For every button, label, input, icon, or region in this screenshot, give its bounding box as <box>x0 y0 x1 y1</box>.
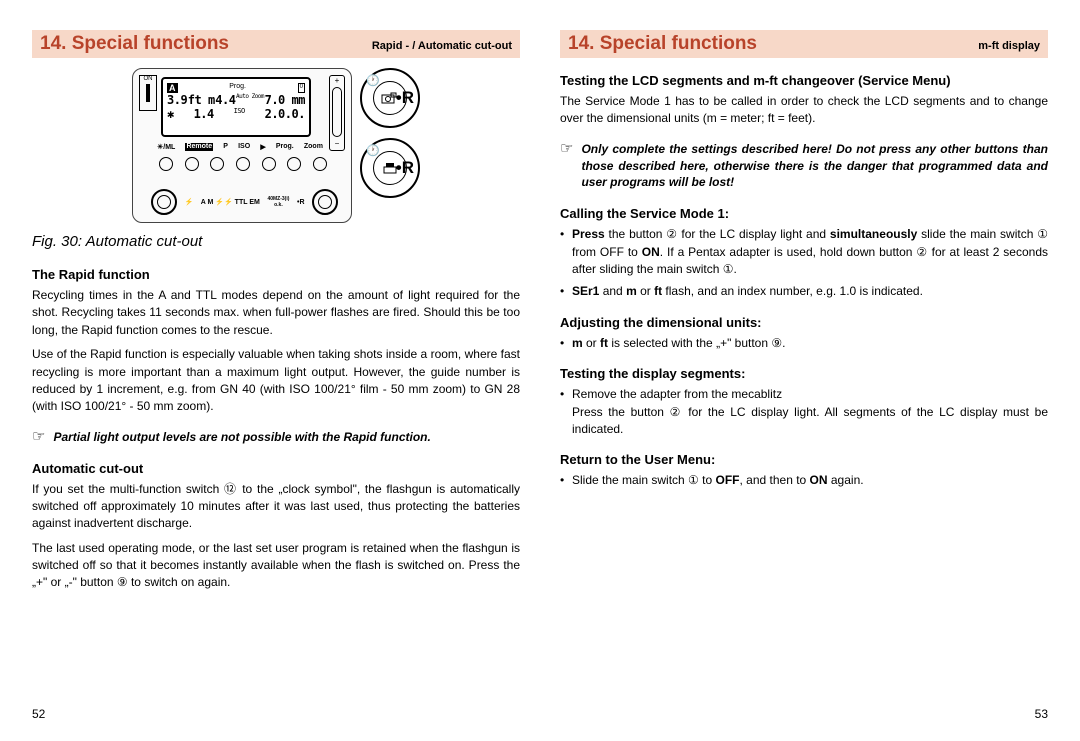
left-heading-bar: 14. Special functions Rapid - / Automati… <box>32 30 520 58</box>
list-testing: Remove the adapter from the mecablitzPre… <box>560 386 1048 443</box>
list-item: Press the button ② for the LC display li… <box>560 226 1048 278</box>
section-adjusting: Adjusting the dimensional units: <box>560 315 1048 330</box>
device-bottom-row: ⚡ A M ⚡⚡ TTL EM 40MZ-3(i) o.k. •R <box>147 189 342 215</box>
section-testing-segments: Testing the display segments: <box>560 366 1048 381</box>
note-rapid: ☞ Partial light output levels are not po… <box>32 429 520 446</box>
list-adjusting: m or ft is selected with the „+" button … <box>560 335 1048 357</box>
list-item: SEr1 and m or ft flash, and an index num… <box>560 283 1048 300</box>
section-rapid: The Rapid function <box>32 267 520 282</box>
list-item: Remove the adapter from the mecablitzPre… <box>560 386 1048 438</box>
para-rapid-1: Recycling times in the A and TTL modes d… <box>32 287 520 339</box>
section-testing-lcd: Testing the LCD segments and m-ft change… <box>560 73 1048 88</box>
knob-bottom: 🕐 •R <box>360 138 420 198</box>
list-item: m or ft is selected with the „+" button … <box>560 335 1048 352</box>
lcd-panel: A Prog. 0 3.9 ft m 4.4 Auto Zoom 7.0 mm … <box>161 77 311 137</box>
section-return: Return to the User Menu: <box>560 452 1048 467</box>
page-number-right: 53 <box>560 707 1048 721</box>
right-heading-bar: 14. Special functions m-ft display <box>560 30 1048 58</box>
flash-device-diagram: ON A Prog. 0 3.9 ft m 4.4 Auto Zoom 7.0 … <box>132 68 352 223</box>
left-heading-title: 14. Special functions <box>40 33 372 55</box>
para-cutout-2: The last used operating mode, or the las… <box>32 540 520 592</box>
right-heading-title: 14. Special functions <box>568 33 978 55</box>
left-heading-subtitle: Rapid - / Automatic cut-out <box>372 40 512 52</box>
knob-top: 🕐 •R <box>360 68 420 128</box>
list-calling: Press the button ② for the LC display li… <box>560 226 1048 306</box>
section-cutout: Automatic cut-out <box>32 461 520 476</box>
hand-icon: ☞ <box>560 141 573 191</box>
button-labels-row: ☀/MLRemotePISO▶Prog.Zoom <box>157 143 323 151</box>
plus-minus-dial: + − <box>329 75 345 151</box>
right-heading-subtitle: m-ft display <box>978 40 1040 52</box>
page-number-left: 52 <box>32 707 520 721</box>
figure-30: ON A Prog. 0 3.9 ft m 4.4 Auto Zoom 7.0 … <box>32 68 520 223</box>
knob-column: 🕐 •R 🕐 •R <box>360 68 420 223</box>
list-item: Slide the main switch ① to OFF, and then… <box>560 472 1048 489</box>
para-rapid-2: Use of the Rapid function is especially … <box>32 346 520 416</box>
section-calling: Calling the Service Mode 1: <box>560 206 1048 221</box>
note-warning: ☞ Only complete the settings described h… <box>560 141 1048 191</box>
para-service-intro: The Service Mode 1 has to be called in o… <box>560 93 1048 128</box>
list-return: Slide the main switch ① to OFF, and then… <box>560 472 1048 494</box>
left-page: 14. Special functions Rapid - / Automati… <box>32 30 520 721</box>
button-row <box>153 157 333 171</box>
on-switch: ON <box>139 75 157 111</box>
para-cutout-1: If you set the multi-function switch ⑫ t… <box>32 481 520 533</box>
figure-caption: Fig. 30: Automatic cut-out <box>32 233 520 250</box>
right-page: 14. Special functions m-ft display Testi… <box>560 30 1048 721</box>
hand-icon: ☞ <box>32 429 45 446</box>
